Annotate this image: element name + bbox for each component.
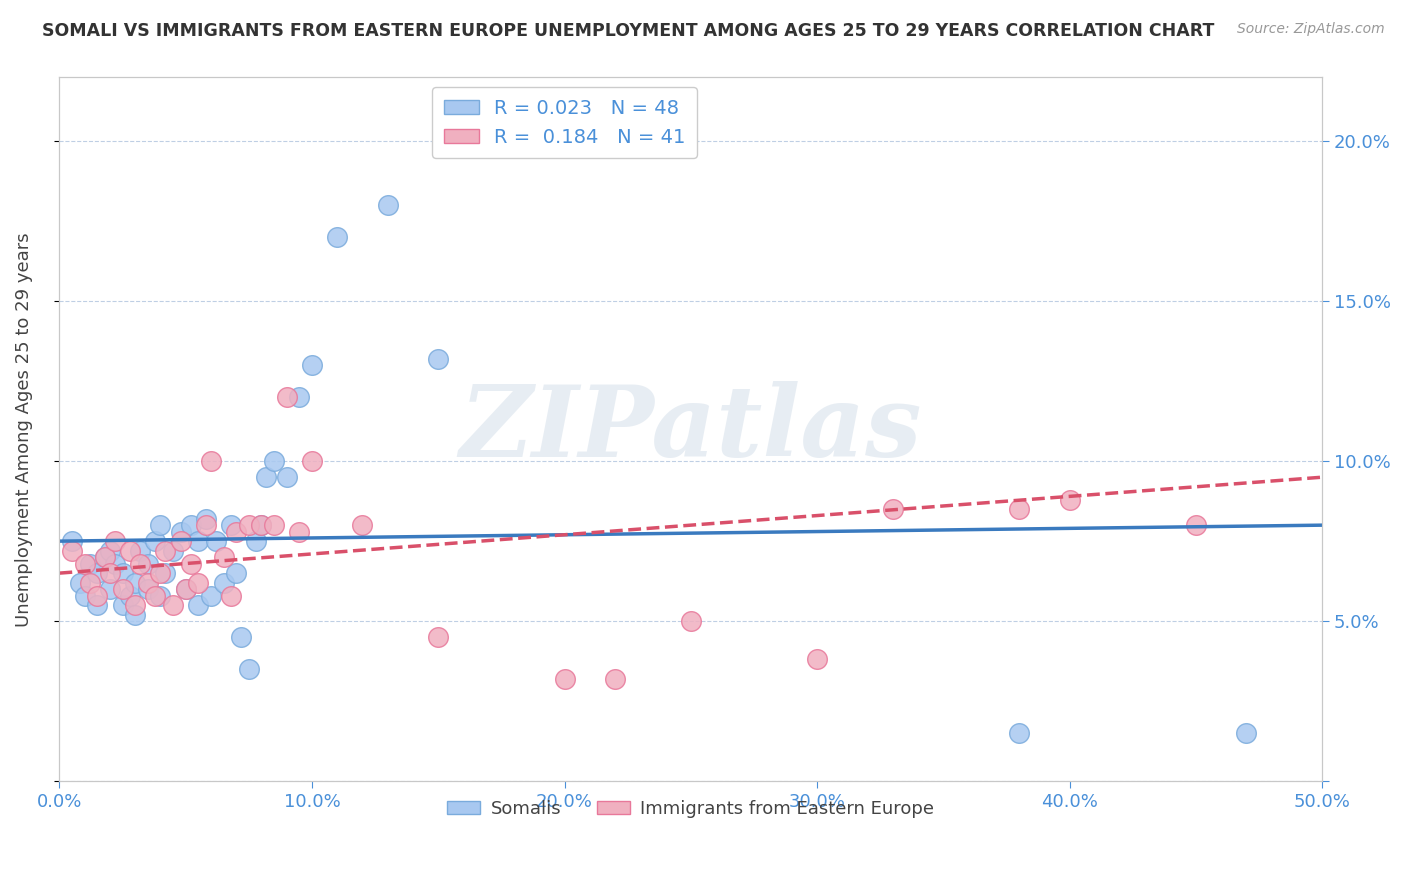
Point — [136, 582, 159, 596]
Point — [155, 566, 177, 581]
Point — [86, 598, 108, 612]
Point — [149, 518, 172, 533]
Point — [98, 543, 121, 558]
Point — [162, 543, 184, 558]
Point — [111, 582, 134, 596]
Text: ZIPatlas: ZIPatlas — [460, 381, 922, 477]
Point — [200, 454, 222, 468]
Point — [263, 518, 285, 533]
Point — [194, 512, 217, 526]
Point — [169, 524, 191, 539]
Point — [263, 454, 285, 468]
Point — [276, 470, 298, 484]
Text: SOMALI VS IMMIGRANTS FROM EASTERN EUROPE UNEMPLOYMENT AMONG AGES 25 TO 29 YEARS : SOMALI VS IMMIGRANTS FROM EASTERN EUROPE… — [42, 22, 1215, 40]
Point — [377, 198, 399, 212]
Point — [79, 575, 101, 590]
Point — [79, 557, 101, 571]
Point — [104, 557, 127, 571]
Point — [169, 534, 191, 549]
Point — [301, 454, 323, 468]
Point — [94, 550, 117, 565]
Point — [60, 543, 83, 558]
Point — [219, 589, 242, 603]
Point — [212, 550, 235, 565]
Point — [120, 543, 142, 558]
Point — [73, 557, 96, 571]
Point — [1008, 502, 1031, 516]
Point — [554, 672, 576, 686]
Point — [124, 607, 146, 622]
Point — [174, 582, 197, 596]
Point — [94, 550, 117, 565]
Point — [187, 534, 209, 549]
Point — [69, 575, 91, 590]
Point — [427, 630, 450, 644]
Point — [1059, 492, 1081, 507]
Point — [200, 589, 222, 603]
Point — [60, 534, 83, 549]
Point — [219, 518, 242, 533]
Y-axis label: Unemployment Among Ages 25 to 29 years: Unemployment Among Ages 25 to 29 years — [15, 232, 32, 626]
Point — [124, 598, 146, 612]
Point — [238, 518, 260, 533]
Point — [86, 566, 108, 581]
Point — [603, 672, 626, 686]
Point — [679, 614, 702, 628]
Point — [194, 518, 217, 533]
Point — [250, 518, 273, 533]
Point — [1008, 726, 1031, 740]
Point — [124, 575, 146, 590]
Point — [174, 582, 197, 596]
Point — [155, 543, 177, 558]
Point — [225, 566, 247, 581]
Text: Source: ZipAtlas.com: Source: ZipAtlas.com — [1237, 22, 1385, 37]
Point — [86, 589, 108, 603]
Point — [205, 534, 228, 549]
Point — [162, 598, 184, 612]
Point — [1185, 518, 1208, 533]
Point — [225, 524, 247, 539]
Point — [143, 534, 166, 549]
Point — [129, 557, 152, 571]
Point — [276, 390, 298, 404]
Point — [301, 358, 323, 372]
Point — [245, 534, 267, 549]
Point — [129, 543, 152, 558]
Point — [111, 598, 134, 612]
Point — [882, 502, 904, 516]
Point — [149, 566, 172, 581]
Point — [212, 575, 235, 590]
Point — [187, 575, 209, 590]
Point — [1236, 726, 1258, 740]
Point — [98, 566, 121, 581]
Point — [250, 518, 273, 533]
Point — [326, 230, 349, 244]
Point — [149, 589, 172, 603]
Legend: Somalis, Immigrants from Eastern Europe: Somalis, Immigrants from Eastern Europe — [440, 792, 942, 825]
Point — [136, 575, 159, 590]
Point — [806, 652, 828, 666]
Point — [180, 518, 202, 533]
Point — [98, 582, 121, 596]
Point — [238, 662, 260, 676]
Point — [143, 589, 166, 603]
Point — [120, 589, 142, 603]
Point — [104, 534, 127, 549]
Point — [352, 518, 374, 533]
Point — [288, 524, 311, 539]
Point — [288, 390, 311, 404]
Point — [136, 557, 159, 571]
Point — [231, 630, 253, 644]
Point — [73, 589, 96, 603]
Point — [427, 351, 450, 366]
Point — [180, 557, 202, 571]
Point — [187, 598, 209, 612]
Point — [256, 470, 278, 484]
Point — [111, 566, 134, 581]
